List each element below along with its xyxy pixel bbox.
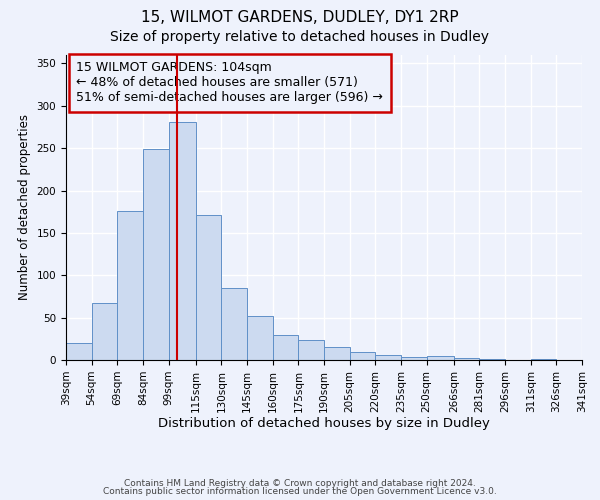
Bar: [375, 355, 401, 360]
Bar: [247, 316, 273, 360]
Bar: [427, 356, 454, 360]
Bar: [221, 288, 247, 360]
Bar: [324, 348, 350, 360]
Bar: [66, 343, 92, 360]
Bar: [531, 359, 556, 360]
Text: Size of property relative to detached houses in Dudley: Size of property relative to detached ho…: [110, 30, 490, 44]
Bar: [92, 303, 117, 360]
Text: 15 WILMOT GARDENS: 104sqm
← 48% of detached houses are smaller (571)
51% of semi: 15 WILMOT GARDENS: 104sqm ← 48% of detac…: [76, 61, 383, 104]
Bar: [454, 358, 479, 360]
Bar: [169, 122, 196, 360]
X-axis label: Distribution of detached houses by size in Dudley: Distribution of detached houses by size …: [158, 418, 490, 430]
Bar: [350, 352, 375, 360]
Y-axis label: Number of detached properties: Number of detached properties: [18, 114, 31, 300]
Bar: [143, 149, 169, 360]
Bar: [401, 358, 427, 360]
Bar: [479, 359, 505, 360]
Bar: [273, 336, 298, 360]
Text: 15, WILMOT GARDENS, DUDLEY, DY1 2RP: 15, WILMOT GARDENS, DUDLEY, DY1 2RP: [141, 10, 459, 25]
Text: Contains HM Land Registry data © Crown copyright and database right 2024.: Contains HM Land Registry data © Crown c…: [124, 478, 476, 488]
Text: Contains public sector information licensed under the Open Government Licence v3: Contains public sector information licen…: [103, 487, 497, 496]
Bar: [196, 215, 221, 360]
Bar: [298, 340, 324, 360]
Bar: [117, 211, 143, 360]
